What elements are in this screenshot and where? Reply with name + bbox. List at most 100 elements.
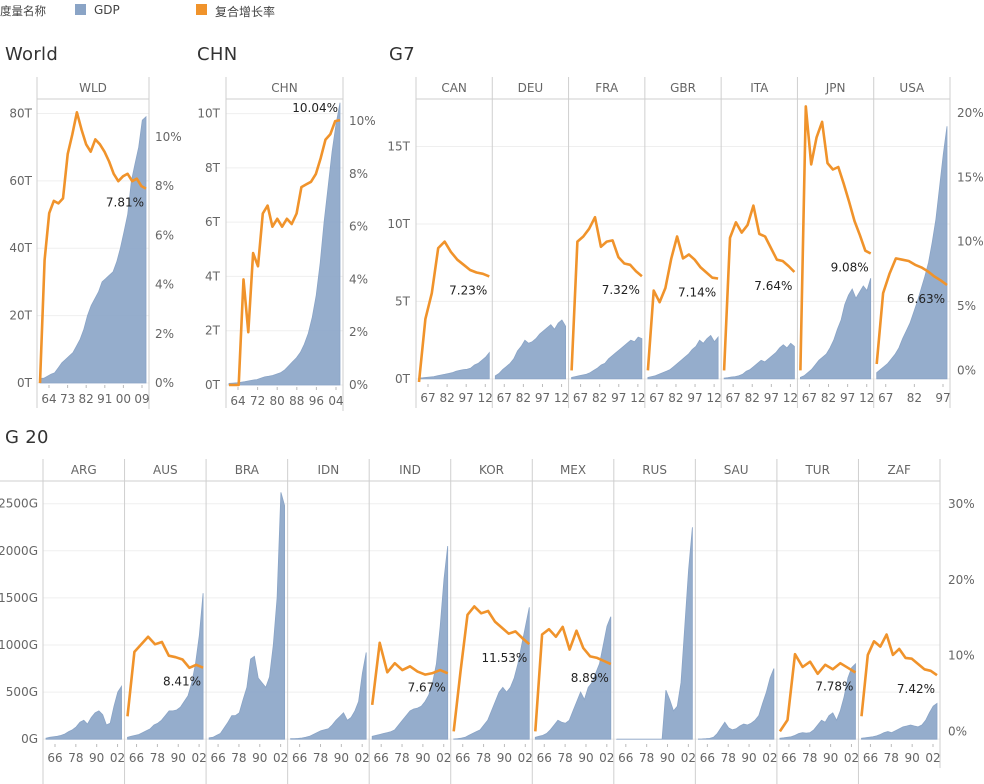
g3-zaf-value-label: 7.42% [897, 682, 935, 696]
g3-sau-x-tick-label: 78 [721, 751, 736, 765]
g1-gdp-tick-label: 8T [205, 161, 221, 175]
g2-deu-x-tick-label: 12 [554, 391, 569, 405]
g3-mex-x-tick-label: 02 [599, 751, 614, 765]
g3-kor-header: KOR [479, 463, 504, 477]
g1-chn-x-tick-label: 80 [270, 394, 285, 408]
g2-jpn-header: JPN [825, 81, 846, 95]
g2-growth-tick-label: 0% [957, 363, 976, 377]
g3-sau-x-tick-label: 02 [762, 751, 777, 765]
g2-can-x-tick-label: 97 [459, 391, 474, 405]
g3-idn-x-tick-label: 78 [313, 751, 328, 765]
g2-growth-tick-label: 5% [957, 299, 976, 313]
g3-aus-x-tick-label: 02 [191, 751, 206, 765]
g3-aus-header: AUS [153, 463, 178, 477]
g1-chn-x-tick-label: 04 [328, 394, 343, 408]
g2-usa-header: USA [899, 81, 925, 95]
g1-chn-growth-line [229, 118, 341, 387]
g3-idn-x-tick-label: 02 [355, 751, 370, 765]
g3-tur-gdp-area [779, 662, 856, 740]
g3-arg-header: ARG [71, 463, 97, 477]
g3-ind-x-tick-label: 90 [415, 751, 430, 765]
g3-ind-gdp-area [371, 546, 449, 740]
g2-gbr-header: GBR [670, 81, 696, 95]
g2-gbr-growth-line [646, 235, 719, 371]
g0-gdp-tick-label: 40T [9, 241, 32, 255]
g2-gdp-tick-label: 10T [387, 217, 410, 231]
g2-can-x-tick-label: 67 [420, 391, 435, 405]
g3-kor-value-label: 11.53% [482, 651, 528, 665]
g0-growth-tick-label: 8% [155, 179, 174, 193]
g2-gdp-tick-label: 5T [395, 294, 411, 308]
g2-ita-x-tick-label: 82 [745, 391, 760, 405]
g1-growth-tick-label: 10% [349, 114, 376, 128]
gdp-swatch [75, 4, 86, 15]
g3-tur-x-tick-label: 78 [802, 751, 817, 765]
g0-growth-tick-label: 10% [155, 130, 182, 144]
g2-usa-x-tick-label: 67 [878, 391, 893, 405]
g3-gdp-tick-label: 500G [6, 685, 38, 699]
g0-gdp-tick-label: 20T [9, 309, 32, 323]
g2-fra-x-tick-label: 67 [573, 391, 588, 405]
g2-jpn-x-tick-label: 97 [840, 391, 855, 405]
g2-fra-growth-line [570, 215, 643, 371]
g3-growth-tick-label: 30% [948, 497, 975, 511]
g3-zaf-x-tick-label: 66 [863, 751, 878, 765]
g3-zaf-growth-line [860, 633, 938, 717]
g3-gdp-tick-label: 1000G [0, 638, 38, 652]
g0-wld-header: WLD [79, 81, 107, 95]
g7-section-title: G7 [389, 44, 416, 65]
g2-can-growth-line [417, 240, 490, 383]
g2-gdp-tick-label: 15T [387, 139, 410, 153]
g1-gdp-tick-label: 0T [205, 378, 221, 392]
g3-arg-x-tick-label: 78 [68, 751, 83, 765]
g2-deu-x-tick-label: 97 [535, 391, 550, 405]
g3-gdp-tick-label: 0G [21, 732, 38, 746]
g2-gbr-gdp-area [647, 334, 719, 380]
g2-jpn-x-tick-label: 12 [859, 391, 874, 405]
g2-can-x-tick-label: 12 [478, 391, 493, 405]
g3-sau-gdp-area [697, 668, 775, 740]
g1-growth-tick-label: 2% [349, 325, 368, 339]
g3-zaf-header: ZAF [888, 463, 911, 477]
g20-section-title: G 20 [5, 427, 49, 448]
g3-kor-gdp-area [453, 607, 530, 740]
g2-growth-tick-label: 20% [957, 106, 984, 120]
g2-ita-x-tick-label: 97 [764, 391, 779, 405]
g1-chn-gdp-area [228, 102, 341, 386]
g3-idn-header: IDN [318, 463, 340, 477]
g1-gdp-tick-label: 4T [205, 269, 221, 283]
g3-rus-x-tick-label: 78 [639, 751, 654, 765]
g2-deu-header: DEU [518, 81, 544, 95]
g3-mex-growth-line [534, 625, 612, 732]
g2-fra-header: FRA [595, 81, 619, 95]
chn-section-title: CHN [197, 44, 238, 65]
g3-bra-x-tick-label: 90 [252, 751, 267, 765]
g2-gdp-tick-label: 0T [395, 372, 411, 386]
g0-wld-x-tick-label: 73 [60, 392, 75, 406]
g2-fra-x-tick-label: 97 [611, 391, 626, 405]
g2-usa-growth-line [875, 257, 948, 365]
g3-rus-x-tick-label: 02 [681, 751, 696, 765]
g2-gbr-x-tick-label: 97 [687, 391, 702, 405]
g1-chn-x-tick-label: 64 [230, 394, 245, 408]
g2-fra-value-label: 7.32% [602, 283, 640, 297]
g1-growth-tick-label: 8% [349, 167, 368, 181]
g3-zaf-gdp-area [861, 702, 938, 740]
g0-wld-x-tick-label: 09 [134, 392, 149, 406]
g2-growth-tick-label: 10% [957, 235, 984, 249]
g3-rus-header: RUS [642, 463, 667, 477]
g2-can-x-tick-label: 82 [439, 391, 454, 405]
g2-ita-x-tick-label: 67 [726, 391, 741, 405]
g3-growth-tick-label: 10% [948, 649, 975, 663]
g3-aus-x-tick-label: 78 [150, 751, 165, 765]
g3-zaf-x-tick-label: 78 [884, 751, 899, 765]
g0-wld-x-tick-label: 00 [116, 392, 131, 406]
g3-arg-x-tick-label: 90 [89, 751, 104, 765]
g3-kor-x-tick-label: 66 [455, 751, 470, 765]
g0-wld-growth-line [38, 111, 147, 384]
g2-jpn-gdp-area [799, 278, 872, 380]
g3-tur-growth-line [778, 652, 857, 733]
g3-ind-x-tick-label: 66 [374, 751, 389, 765]
g2-ita-growth-line [722, 204, 796, 371]
